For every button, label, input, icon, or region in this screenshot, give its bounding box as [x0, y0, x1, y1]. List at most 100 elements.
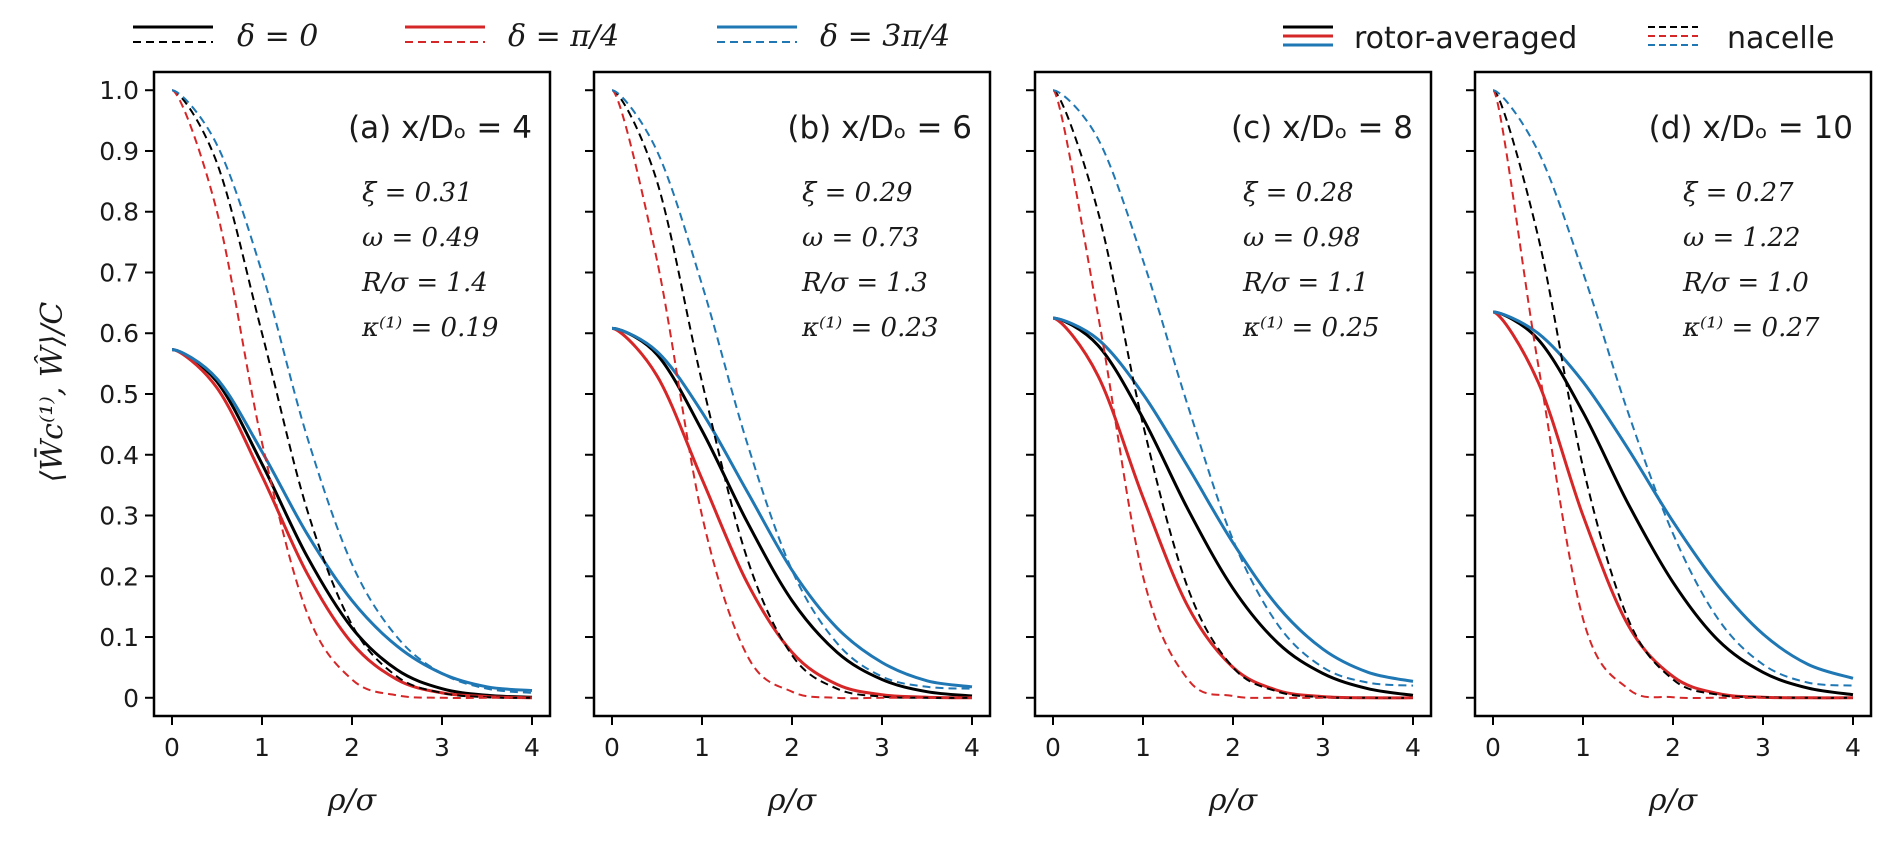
series-line: [1052, 316, 1414, 700]
param-annotation: ω = 1.22: [1683, 223, 1800, 253]
x-axis-label: ρ/σ: [1648, 783, 1699, 818]
x-axis-label: ρ/σ: [1208, 783, 1259, 818]
axes-frame: [152, 70, 552, 718]
param-annotation: κ⁽¹⁾ = 0.27: [1682, 313, 1820, 343]
x-tick-label: 3: [1315, 733, 1331, 762]
param-annotation: R/σ = 1.0: [1682, 268, 1809, 298]
series-line: [1052, 89, 1414, 687]
panel-title: (b) x/Dₒ = 6: [787, 110, 972, 146]
param-annotation: ξ = 0.27: [1683, 178, 1794, 208]
legend-entry-delta-0: δ = 0: [133, 19, 318, 54]
axes-frame: [1473, 70, 1873, 718]
series-line: [1492, 310, 1854, 697]
param-annotation: κ⁽¹⁾ = 0.23: [801, 313, 938, 343]
y-tick-label: 0.9: [99, 137, 139, 166]
x-tick-label: 1: [1575, 733, 1591, 762]
y-tick-label: 0.6: [99, 319, 139, 348]
param-annotation: ξ = 0.31: [362, 178, 473, 208]
series-line: [1052, 89, 1414, 699]
y-tick-label: 0.4: [99, 441, 139, 470]
series-line: [1492, 89, 1854, 687]
param-annotation: R/σ = 1.3: [801, 268, 928, 298]
param-annotation: R/σ = 1.4: [361, 268, 488, 298]
series-line: [171, 89, 533, 694]
series-line: [611, 326, 973, 698]
panel-title: (c) x/Dₒ = 8: [1231, 110, 1413, 146]
series-line: [1052, 316, 1414, 697]
series-line: [611, 89, 973, 699]
panel-a: 0 0.1 0.2 0.3 0.4 0.5 0.6 0.7 0.8 0.9 1.0 0 1 2 3 4 ρ/σ (…: [99, 70, 552, 818]
param-annotation: κ⁽¹⁾ = 0.19: [361, 313, 498, 343]
legend-label: δ = 0: [237, 19, 318, 54]
y-tick-label: 0: [123, 684, 139, 713]
y-tick-label: 0.2: [99, 562, 139, 591]
x-tick-label: 2: [1225, 733, 1241, 762]
x-tick-label: 1: [1135, 733, 1151, 762]
legend-label: rotor-averaged: [1354, 21, 1577, 56]
series-line: [171, 89, 533, 699]
legend-entry-rotor-averaged: rotor-averaged: [1283, 21, 1577, 56]
panel-title: (d) x/Dₒ = 10: [1649, 110, 1853, 146]
x-tick-label: 3: [434, 733, 450, 762]
panel-b: 0 1 2 3 4 ρ/σ (b) x/Dₒ = 6 ξ = 0.29 ω = 0.73 R/σ …: [585, 70, 992, 818]
series-line: [1052, 316, 1414, 683]
x-tick-label: 4: [1405, 733, 1421, 762]
legend: δ = 0 δ = π/4 δ = 3π/4 rotor-averaged na…: [133, 19, 1834, 56]
series-line: [171, 348, 533, 692]
series-line: [1492, 89, 1853, 700]
panel-title: (a) x/Dₒ = 4: [348, 110, 532, 146]
legend-label: δ = π/4: [508, 19, 619, 54]
legend-label: δ = 3π/4: [820, 19, 950, 54]
series-line: [611, 326, 973, 700]
x-tick-label: 1: [694, 733, 710, 762]
param-annotation: κ⁽¹⁾ = 0.25: [1242, 313, 1379, 343]
x-tick-label: 2: [1665, 733, 1681, 762]
param-annotation: ξ = 0.29: [802, 178, 913, 208]
series-line: [611, 89, 972, 700]
y-tick-label: 0.5: [99, 380, 139, 409]
x-axis-label: ρ/σ: [327, 783, 378, 818]
axes-frame: [1033, 70, 1433, 718]
x-tick-label: 4: [1845, 733, 1861, 762]
panel-c: 0 1 2 3 4 ρ/σ (c) x/Dₒ = 8 ξ = 0.28 ω = 0.98 R/σ …: [1026, 70, 1433, 818]
panels: 0 0.1 0.2 0.3 0.4 0.5 0.6 0.7 0.8 0.9 1.0 0 1 2 3 4 ρ/σ (…: [99, 70, 1873, 818]
series-line: [1492, 310, 1854, 700]
panel-d: 0 1 2 3 4 ρ/σ (d) x/Dₒ = 10 ξ = 0.27 ω = 1.22 R/σ…: [1466, 70, 1873, 818]
param-annotation: ω = 0.73: [802, 223, 919, 253]
param-annotation: ξ = 0.28: [1243, 178, 1354, 208]
legend-entry-nacelle: nacelle: [1648, 21, 1834, 56]
series-line: [611, 89, 973, 690]
x-tick-label: 0: [1045, 733, 1061, 762]
param-annotation: R/σ = 1.1: [1242, 268, 1369, 298]
x-tick-label: 0: [604, 733, 620, 762]
x-axis-label: ρ/σ: [767, 783, 818, 818]
series-line: [1052, 89, 1413, 699]
x-tick-label: 1: [254, 733, 270, 762]
series-line: [1492, 89, 1854, 699]
axes-frame: [592, 70, 992, 718]
x-tick-label: 0: [164, 733, 180, 762]
x-tick-label: 3: [874, 733, 890, 762]
x-tick-label: 0: [1485, 733, 1501, 762]
x-tick-label: 2: [784, 733, 800, 762]
y-tick-label: 1.0: [99, 76, 139, 105]
y-tick-label: 0.8: [99, 198, 139, 227]
legend-entry-delta-pi-4: δ = π/4: [405, 19, 619, 54]
series-line: [171, 348, 533, 700]
series-line: [611, 326, 973, 689]
series-line: [171, 89, 532, 699]
param-annotation: ω = 0.49: [362, 223, 479, 253]
x-tick-label: 2: [344, 733, 360, 762]
y-tick-label: 0.1: [99, 623, 139, 652]
legend-label: nacelle: [1727, 21, 1834, 56]
legend-entry-delta-3pi-4: δ = 3π/4: [717, 19, 950, 54]
x-tick-label: 4: [964, 733, 980, 762]
y-tick-label: 0.3: [99, 502, 139, 531]
param-annotation: ω = 0.98: [1243, 223, 1360, 253]
y-tick-label: 0.7: [99, 258, 139, 287]
series-line: [1492, 310, 1854, 680]
y-axis-label: ⟨W̄c⁽¹⁾, Ŵ⟩/C: [34, 302, 70, 483]
series-line: [171, 348, 533, 699]
x-tick-label: 3: [1755, 733, 1771, 762]
